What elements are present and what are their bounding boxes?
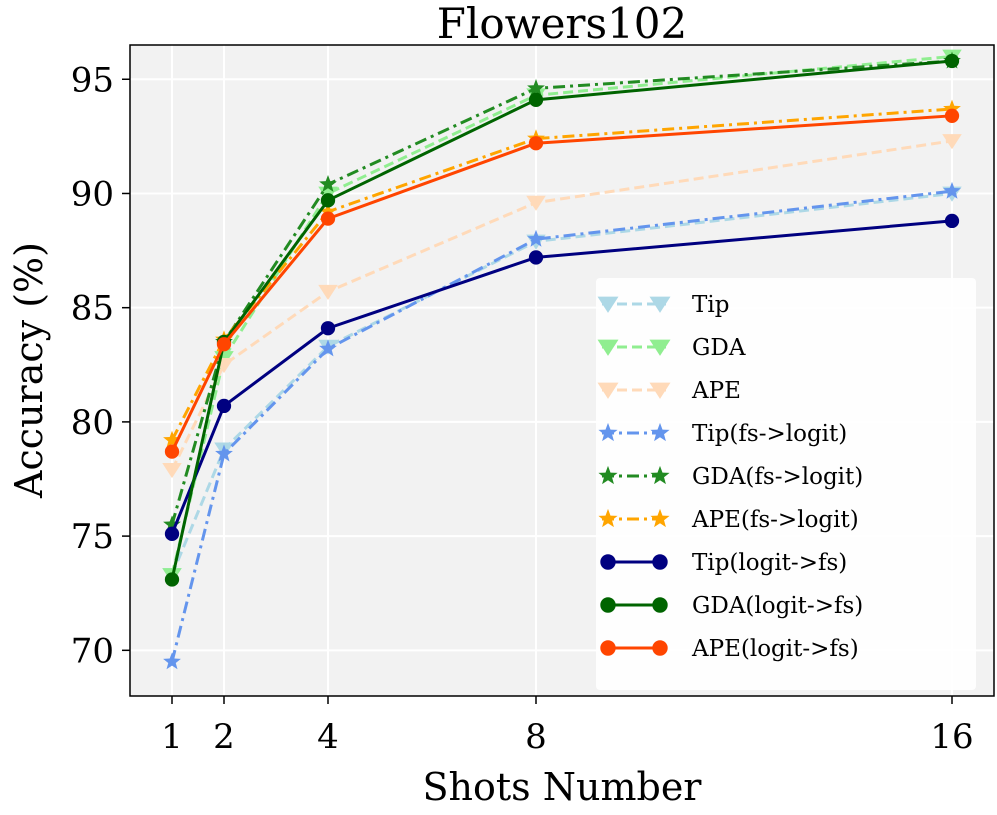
data-point [320, 193, 336, 208]
legend-entry: GDA(logit->fs) [600, 593, 863, 619]
legend-label: APE(logit->fs) [691, 636, 859, 662]
data-point [163, 652, 181, 670]
data-point [163, 515, 181, 533]
legend-entry: Tip(logit->fs) [600, 550, 847, 576]
legend-label: APE [691, 378, 741, 404]
data-point [526, 195, 546, 211]
legend-marker [649, 296, 671, 313]
data-point [319, 202, 337, 220]
legend-marker [650, 465, 670, 485]
legend: Tip GDA APE Tip(fs->logit) GDA(fs->logit) APE… [596, 278, 976, 690]
y-tick-label: 75 [71, 517, 114, 557]
legend-marker [597, 339, 619, 356]
y-tick-label: 70 [71, 631, 114, 671]
data-point [319, 339, 337, 357]
x-tick-label: 16 [930, 717, 973, 757]
data-point [943, 181, 961, 199]
data-point [943, 99, 961, 117]
legend-entry: GDA [597, 335, 746, 361]
y-tick-label: 90 [71, 174, 114, 214]
data-point [944, 53, 960, 69]
legend-entry: Tip(fs->logit) [598, 421, 847, 447]
data-point [320, 321, 336, 336]
plot-frame [129, 44, 995, 697]
legend-marker [597, 382, 619, 399]
data-point [164, 572, 180, 587]
series-8 [164, 108, 960, 459]
legend-entry: APE [597, 378, 741, 404]
x-tick-label: 8 [525, 717, 547, 757]
x-tick-label: 2 [213, 717, 235, 757]
series-3 [163, 181, 961, 670]
data-point [942, 134, 962, 150]
y-tick-label: 80 [71, 403, 114, 443]
data-point [163, 430, 181, 448]
data-point [216, 398, 232, 414]
legend-marker [650, 422, 670, 442]
series-line [170, 54, 953, 576]
data-point [944, 108, 960, 123]
series-layer [162, 49, 962, 670]
x-tick-label: 1 [161, 717, 183, 757]
legend-label: GDA(fs->logit) [692, 464, 863, 490]
data-point [164, 526, 180, 541]
x-tick-label: 4 [317, 717, 339, 757]
data-point [162, 463, 182, 479]
y-tick-label: 95 [71, 60, 114, 100]
x-axis-label: Shots Number [423, 765, 703, 809]
data-point [164, 444, 180, 459]
data-point [528, 92, 544, 107]
data-point [528, 136, 544, 151]
series-line [170, 191, 953, 576]
data-point [319, 174, 337, 192]
data-point [320, 211, 336, 226]
legend-marker [598, 465, 618, 485]
data-point [527, 79, 545, 96]
legend-marker [598, 422, 618, 442]
y-tick-label: 85 [71, 289, 114, 329]
legend-marker [649, 382, 671, 399]
legend-label: Tip(fs->logit) [692, 421, 847, 447]
legend-entry: APE(fs->logit) [598, 507, 859, 533]
legend-marker [652, 554, 668, 570]
legend-marker [597, 296, 619, 313]
data-point [215, 444, 233, 462]
data-point [527, 229, 545, 247]
legend-marker [600, 640, 616, 656]
data-point [318, 284, 338, 300]
legend-marker [600, 597, 616, 613]
legend-marker [652, 597, 668, 613]
legend-marker [649, 339, 671, 356]
legend-marker [650, 508, 670, 528]
data-point [216, 337, 232, 352]
series-line [170, 189, 953, 663]
data-point [944, 213, 960, 229]
legend-label: Tip(logit->fs) [692, 550, 847, 576]
legend-marker [652, 640, 668, 656]
legend-marker [598, 508, 618, 528]
legend-entry: GDA(fs->logit) [598, 464, 863, 490]
chart-title: Flowers102 [437, 0, 687, 48]
legend-label: GDA [692, 335, 746, 361]
legend-entry: Tip [597, 292, 729, 318]
legend-label: APE(fs->logit) [691, 507, 859, 533]
legend-entry: APE(logit->fs) [600, 636, 859, 662]
ticks: 1 2 4 8 16 70 75 80 85 90 95 [71, 60, 974, 757]
legend-label: GDA(logit->fs) [692, 593, 863, 619]
y-axis-label: Accuracy (%) [7, 242, 51, 499]
legend-label: Tip [692, 292, 729, 318]
series-6 [164, 213, 960, 541]
legend-box [596, 278, 976, 690]
data-point [528, 250, 544, 265]
legend-marker [600, 554, 616, 570]
